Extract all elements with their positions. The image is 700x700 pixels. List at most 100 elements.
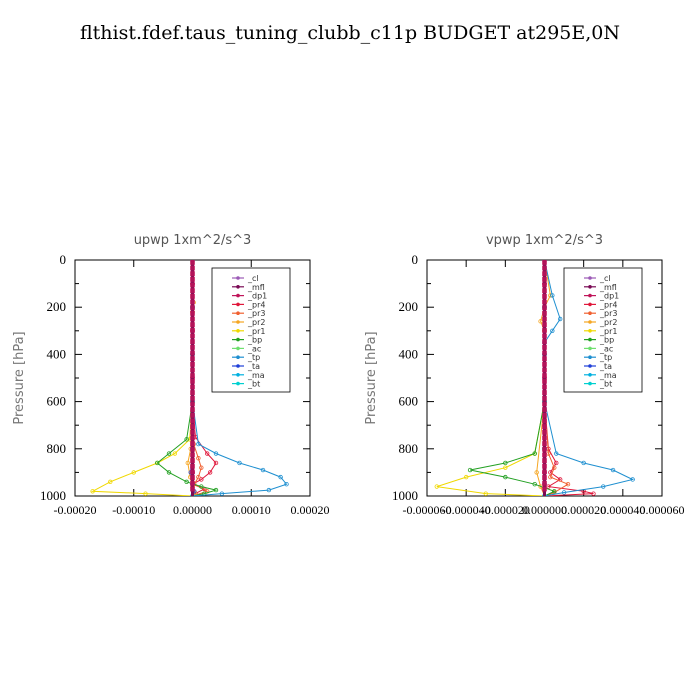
- x-tick-label: 0.00000: [173, 503, 212, 517]
- legend-label: _pr3: [247, 309, 265, 318]
- legend-label: _pr2: [247, 318, 265, 327]
- zero-profile-marker: [190, 282, 195, 288]
- series-marker: [172, 451, 178, 456]
- zero-profile-marker: [190, 452, 195, 458]
- series-marker: [284, 482, 289, 487]
- zero-profile-marker: [190, 322, 195, 328]
- legend-marker: [588, 346, 592, 351]
- zero-profile-marker: [542, 446, 547, 452]
- y-tick-label: 0: [412, 252, 419, 267]
- legend-label: _pr1: [599, 327, 617, 336]
- legend-marker: [236, 346, 240, 351]
- series-marker: [199, 477, 204, 482]
- zero-profile-marker: [542, 401, 547, 407]
- zero-profile-marker: [542, 288, 547, 294]
- legend-label: _pr3: [599, 309, 617, 318]
- legend-label: _bp: [247, 336, 262, 345]
- series-marker: [554, 451, 559, 456]
- legend-marker: [236, 364, 240, 368]
- zero-profile-marker: [542, 327, 547, 333]
- zero-profile-marker: [542, 441, 547, 447]
- series-marker: [550, 293, 555, 298]
- zero-profile-marker: [190, 384, 195, 390]
- zero-profile-marker: [190, 429, 195, 435]
- y-tick-label: 600: [47, 394, 67, 409]
- series-marker: [557, 316, 563, 322]
- zero-profile-marker: [190, 327, 195, 333]
- zero-profile-marker: [542, 429, 547, 435]
- zero-profile-marker: [190, 458, 195, 464]
- zero-profile-marker: [542, 475, 547, 481]
- series-marker: [581, 460, 586, 466]
- zero-profile-marker: [542, 299, 547, 305]
- zero-profile-marker: [190, 333, 195, 339]
- series-marker: [434, 484, 439, 489]
- series-line-pr1: [90, 260, 193, 496]
- zero-profile-marker: [190, 401, 195, 407]
- zero-profile-marker: [190, 463, 195, 469]
- series-marker: [213, 487, 219, 493]
- legend-label: _ac: [599, 344, 613, 353]
- y-tick-label: 0: [60, 252, 67, 267]
- legend-marker: [588, 311, 592, 316]
- zero-profile-marker: [542, 373, 547, 379]
- zero-profile-marker: [542, 333, 547, 339]
- legend-label: _pr4: [247, 300, 265, 309]
- x-tick-label: -0.000020: [481, 503, 530, 517]
- series-marker: [184, 437, 189, 442]
- panel-title: upwp 1xm^2/s^3: [134, 233, 252, 248]
- legend-label: _ma: [247, 371, 265, 380]
- zero-profile-marker: [190, 299, 195, 305]
- legend-label: _tp: [247, 353, 260, 362]
- x-tick-label: 0.00020: [291, 503, 330, 517]
- zero-profile-marker: [542, 322, 547, 328]
- series-marker: [185, 460, 190, 466]
- legend-marker: [588, 364, 592, 368]
- zero-profile-marker: [190, 276, 195, 282]
- zero-profile-marker: [542, 412, 547, 418]
- legend-marker: [588, 373, 592, 377]
- y-tick-label: 200: [399, 299, 419, 314]
- legend-marker: [236, 381, 240, 386]
- zero-profile-marker: [190, 441, 195, 447]
- legend-marker: [588, 320, 592, 324]
- series-marker: [204, 451, 210, 456]
- zero-profile-marker: [190, 288, 195, 294]
- zero-profile-marker: [542, 316, 547, 322]
- legend-label: _pr1: [247, 327, 265, 336]
- series-marker: [196, 474, 201, 480]
- legend-marker: [588, 285, 592, 289]
- zero-profile-marker: [190, 407, 195, 413]
- legend-marker: [236, 355, 240, 360]
- series-marker: [213, 451, 219, 456]
- series-marker: [552, 489, 557, 494]
- legend-box: [563, 267, 643, 393]
- x-tick-label: 0.000040: [600, 503, 645, 517]
- zero-profile-marker: [542, 276, 547, 282]
- zero-profile-marker: [190, 469, 195, 475]
- zero-profile-marker: [190, 344, 195, 350]
- zero-profile-marker: [190, 361, 195, 367]
- zero-profile-marker: [542, 390, 547, 396]
- zero-profile-marker: [190, 424, 195, 430]
- series-group: [90, 260, 289, 496]
- x-tick-label: -0.000060: [403, 503, 452, 517]
- series-marker: [503, 460, 508, 466]
- chart-panel-1: upwp 1xm^2/s^3 Pressure [hPa] 0 200 400 600 80…: [12, 233, 330, 517]
- chart-panel-2: vpwp 1xm^2/s^3 Pressure [hPa] 0 200 400 600 80…: [364, 233, 685, 517]
- legend-label: _ac: [247, 344, 261, 353]
- y-tick-label: 1000: [40, 488, 66, 503]
- legend-marker: [588, 337, 592, 342]
- zero-profile-marker: [190, 435, 195, 441]
- zero-profile-marker: [542, 486, 547, 492]
- series-group: [434, 260, 635, 496]
- series-marker: [155, 460, 160, 466]
- legend-marker: [588, 293, 592, 298]
- series-marker: [503, 474, 508, 480]
- legend-label: _cl: [599, 274, 611, 283]
- x-tick-label: -0.000040: [442, 503, 491, 517]
- zero-profile-marker: [542, 367, 547, 373]
- y-tick-label: 400: [399, 346, 419, 361]
- series-marker: [591, 491, 596, 496]
- legend-marker: [236, 311, 240, 316]
